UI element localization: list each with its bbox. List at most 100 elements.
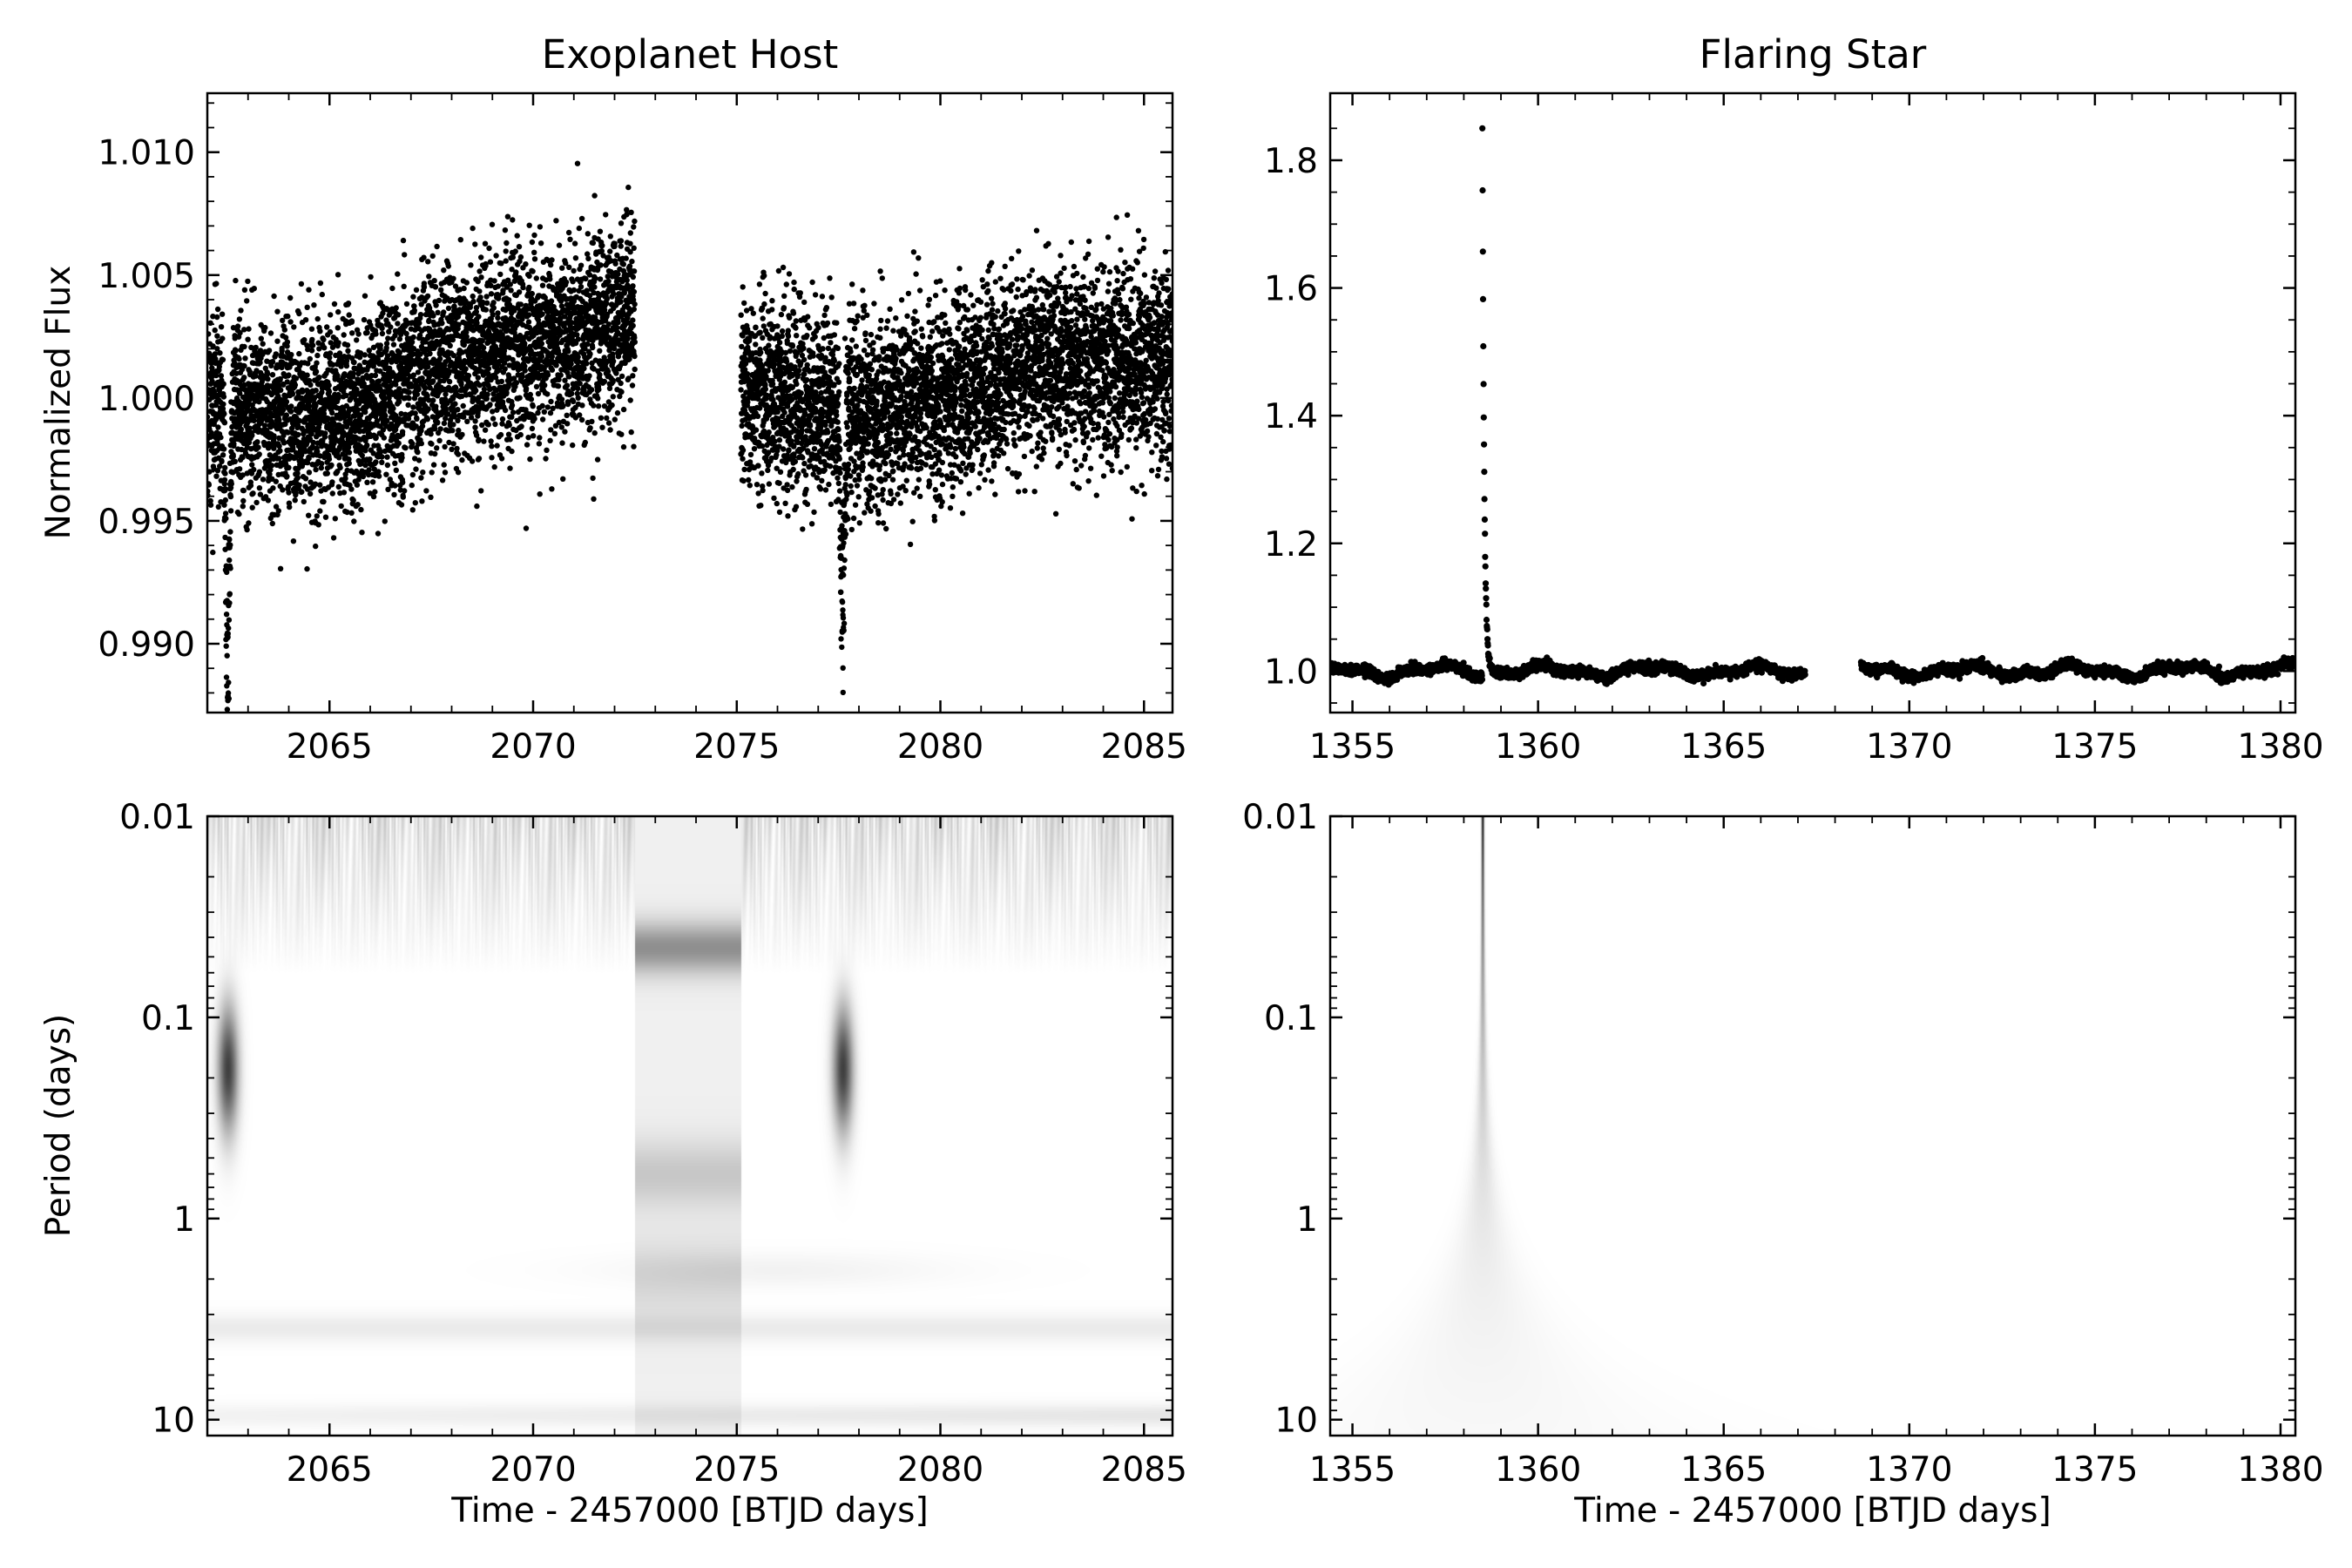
data-point (586, 373, 592, 379)
data-point (400, 237, 407, 244)
data-point (413, 466, 419, 472)
data-point (526, 312, 532, 318)
data-point (209, 378, 215, 384)
data-point (413, 287, 420, 293)
data-point (766, 481, 773, 487)
data-point (321, 498, 327, 505)
data-point (416, 320, 422, 327)
data-point (447, 342, 453, 348)
data-point (432, 450, 438, 457)
data-point (559, 440, 565, 446)
data-point (245, 278, 251, 285)
data-point (575, 385, 581, 392)
data-point (530, 403, 536, 409)
data-point (786, 271, 793, 277)
data-point (393, 305, 399, 311)
data-point (227, 493, 234, 500)
data-point (343, 362, 350, 369)
data-point (523, 261, 529, 267)
data-point (484, 391, 490, 397)
data-point (791, 443, 797, 449)
data-point (232, 360, 238, 367)
data-point (399, 429, 406, 435)
data-point (214, 346, 220, 352)
data-point (290, 538, 297, 544)
data-point (284, 339, 291, 345)
data-point (618, 220, 625, 226)
data-point (313, 402, 319, 409)
data-point (605, 278, 612, 285)
data-point (564, 412, 570, 418)
data-point (265, 375, 271, 382)
data-point (384, 462, 391, 469)
data-point (249, 462, 255, 468)
data-point (400, 494, 406, 500)
data-point (783, 281, 789, 287)
data-point (776, 340, 783, 346)
data-point (613, 370, 619, 376)
data-point (210, 549, 216, 556)
data-point (314, 315, 321, 322)
data-point (542, 382, 548, 389)
data-point (296, 350, 302, 357)
data-point (253, 373, 259, 379)
data-point (414, 416, 420, 422)
data-point (375, 531, 382, 537)
data-point (553, 362, 559, 368)
data-point (251, 417, 257, 424)
data-point (441, 309, 447, 315)
data-point (248, 344, 254, 351)
data-point (359, 530, 365, 536)
data-point (572, 255, 579, 261)
data-point (781, 305, 787, 311)
data-point (760, 487, 766, 494)
data-point (382, 413, 389, 419)
data-point (445, 263, 451, 269)
data-point (286, 490, 292, 496)
data-point (226, 591, 233, 597)
data-point (220, 381, 226, 387)
data-point (343, 392, 349, 399)
data-point (409, 507, 416, 513)
data-point (355, 502, 361, 508)
data-point (610, 394, 616, 400)
data-point (779, 333, 785, 339)
data-point (410, 404, 416, 410)
data-point (433, 302, 439, 308)
data-point (227, 508, 234, 514)
data-point (439, 477, 446, 483)
data-point (581, 365, 587, 372)
data-point (632, 353, 638, 360)
data-point (276, 456, 282, 462)
data-point (321, 411, 327, 417)
data-point (373, 435, 379, 441)
data-point (364, 442, 370, 449)
data-point (224, 652, 230, 659)
data-point (564, 401, 571, 408)
data-point (277, 565, 284, 571)
data-point (475, 375, 481, 381)
data-point (505, 431, 512, 437)
data-point (392, 460, 398, 466)
data-point (298, 280, 305, 287)
data-point (304, 304, 310, 310)
data-point (630, 322, 636, 329)
data-point (594, 456, 601, 463)
data-point (233, 277, 239, 284)
data-point (585, 231, 591, 237)
data-point (781, 379, 788, 385)
data-point (483, 300, 490, 306)
data-point (543, 456, 549, 462)
data-point (618, 243, 624, 249)
data-point (370, 493, 377, 500)
data-point (772, 438, 778, 444)
data-point (285, 429, 291, 436)
data-point (508, 287, 514, 294)
data-point (598, 262, 604, 268)
data-point (411, 308, 417, 314)
data-point (472, 424, 478, 430)
data-point (455, 407, 461, 413)
data-point (379, 330, 386, 337)
data-point (430, 313, 436, 319)
data-point (461, 285, 467, 292)
